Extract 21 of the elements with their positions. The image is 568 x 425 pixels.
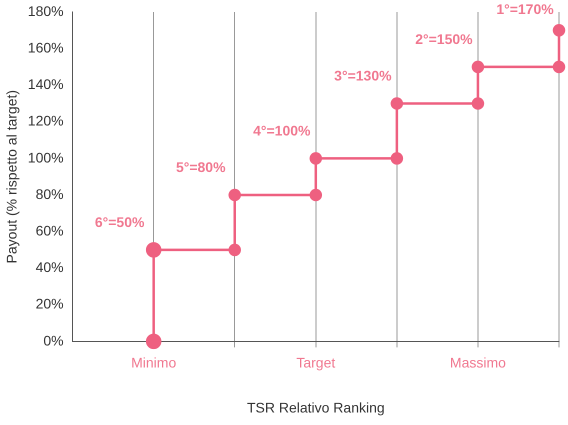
annotation: 2°=150% [415,30,474,47]
y-tick-label: 180% [28,2,64,19]
y-tick-label: 100% [28,149,64,166]
x-tick-label: Target [296,354,336,371]
y-tick-label: 160% [28,39,64,56]
y-tick-label: 0% [43,332,64,348]
y-tick-label: 60% [36,222,64,238]
y-axis-title: Payout (% rispetto al target) [3,90,20,264]
annotation: 3°=130% [334,67,392,84]
annotation: 1°=170% [496,0,554,17]
y-tick-label: 20% [36,296,64,312]
y-tick-label: 120% [28,112,64,129]
y-tick-label: 80% [36,186,64,202]
y-tick-label: 140% [28,76,64,92]
x-tick-label: Massimo [450,354,506,371]
annotation: 6°=50% [94,214,146,230]
x-axis-title: TSR Relativo Ranking [246,399,385,416]
x-tick-label: Minimo [131,354,176,371]
annotation: 5°=80% [176,158,226,175]
annotation: 4°=100% [253,122,312,138]
y-tick-label: 40% [36,259,64,276]
